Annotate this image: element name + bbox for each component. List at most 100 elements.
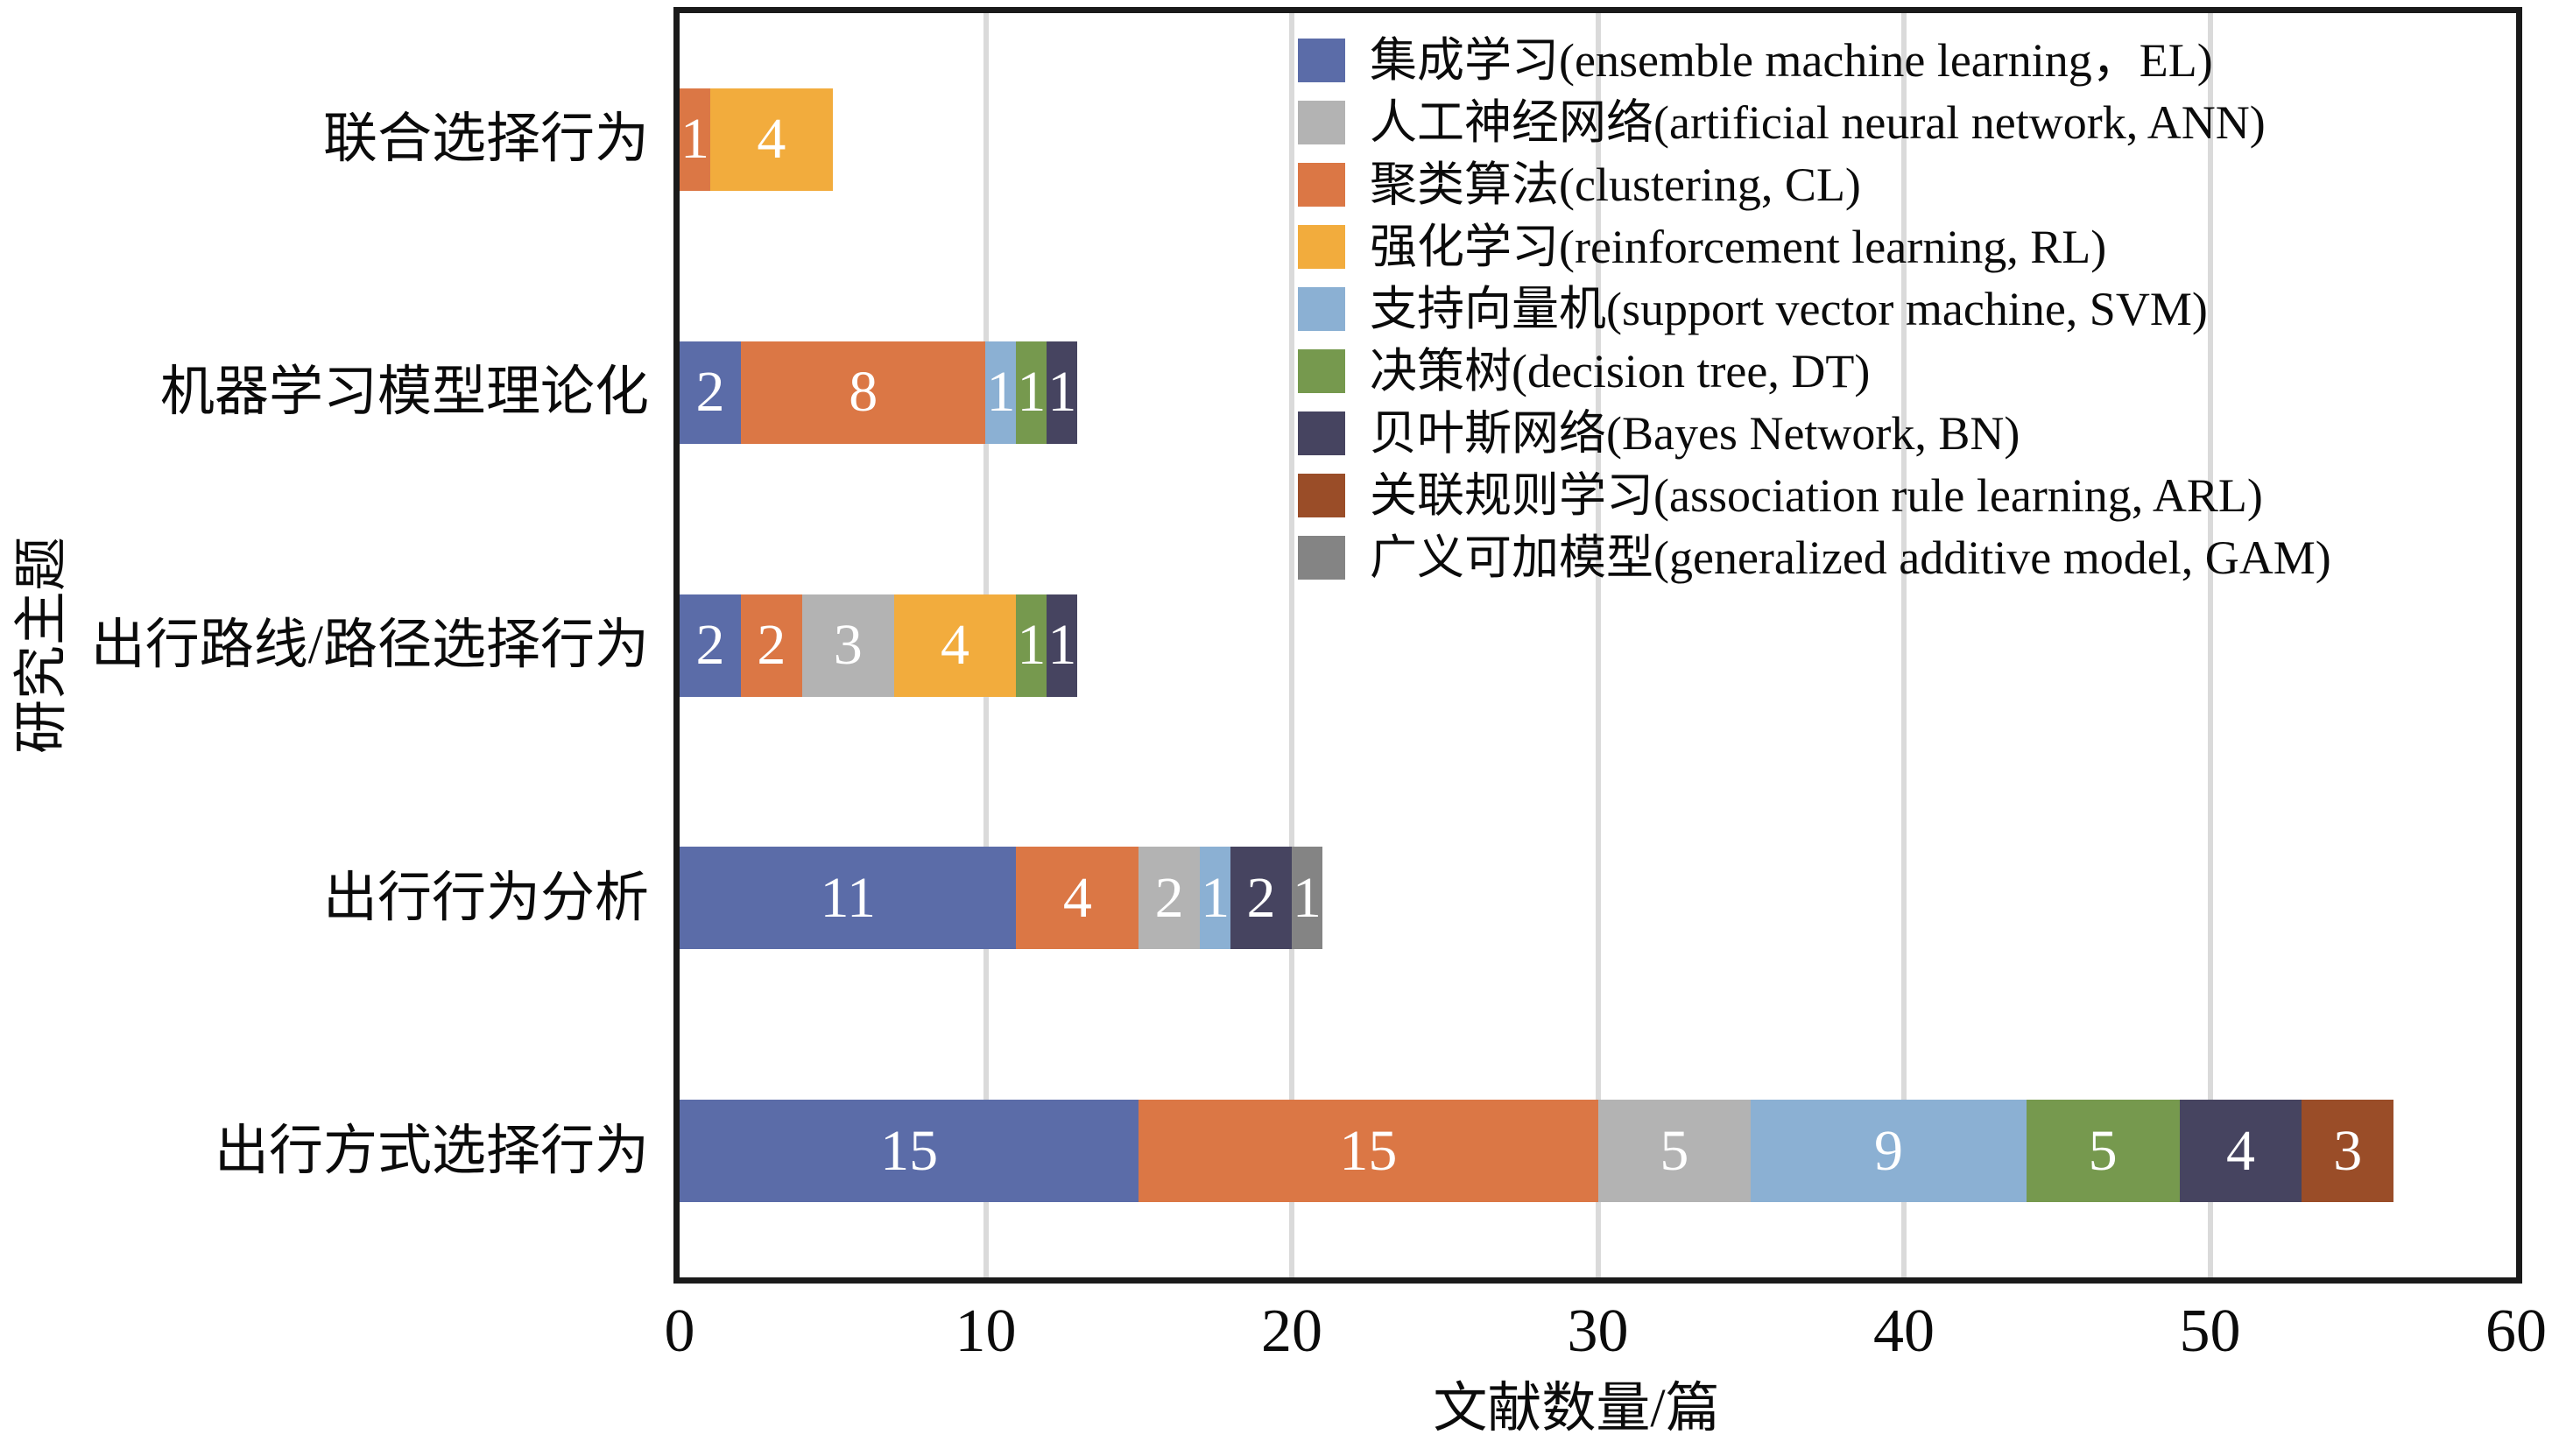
legend-item: 集成学习(ensemble machine learning，EL)	[1298, 29, 2331, 91]
bar-segment: 3	[2302, 1100, 2394, 1203]
bar-value-label: 15	[1339, 1118, 1398, 1183]
bar-segment: 2	[1139, 847, 1201, 950]
legend-label: 强化学习(reinforcement learning, RL)	[1370, 220, 2107, 273]
bar-segment: 4	[893, 594, 1017, 697]
bar-segment: 11	[680, 847, 1017, 950]
bar-value-label: 9	[1874, 1118, 1904, 1183]
bar-value-label: 15	[880, 1118, 939, 1183]
bar-segment: 5	[2026, 1100, 2180, 1203]
bar-segment: 1	[985, 341, 1017, 444]
x-tick-label: 30	[1567, 1298, 1629, 1365]
legend-label: 聚类算法(clustering, CL)	[1370, 158, 1861, 211]
bar-value-label: 8	[849, 360, 878, 425]
bar-value-label: 1	[1047, 613, 1077, 677]
bar-value-label: 5	[1660, 1118, 1689, 1183]
gridline-20	[1289, 13, 1294, 1277]
legend-swatch	[1298, 162, 1345, 207]
x-tick-label: 10	[955, 1298, 1017, 1365]
bar-value-label: 2	[695, 613, 725, 677]
legend-label: 贝叶斯网络(Bayes Network, BN)	[1370, 406, 2020, 460]
category-label: 出行行为分析	[322, 868, 649, 928]
legend-item: 广义可加模型(generalized additive model, GAM)	[1298, 526, 2331, 588]
bar-value-label: 1	[680, 107, 709, 172]
legend: 集成学习(ensemble machine learning，EL) 人工神经网络…	[1298, 29, 2331, 588]
bar-value-label: 5	[2088, 1118, 2118, 1183]
bar-value-label: 2	[1154, 865, 1184, 930]
legend-item: 贝叶斯网络(Bayes Network, BN)	[1298, 402, 2331, 464]
legend-swatch	[1298, 411, 1345, 455]
bar-value-label: 3	[2333, 1118, 2363, 1183]
bar-segment: 1	[1016, 594, 1047, 697]
legend-swatch	[1298, 473, 1345, 517]
legend-item: 强化学习(reinforcement learning, RL)	[1298, 215, 2331, 278]
bar-segment: 2	[680, 341, 741, 444]
legend-item: 决策树(decision tree, DT)	[1298, 340, 2331, 402]
bar-value-label: 4	[757, 107, 786, 172]
legend-item: 支持向量机(support vector machine, SVM)	[1298, 278, 2331, 340]
legend-swatch	[1298, 100, 1345, 144]
bar-value-label: 1	[1201, 865, 1230, 930]
category-label: 出行路线/路径选择行为	[90, 615, 649, 675]
x-tick-label: 20	[1261, 1298, 1322, 1365]
bar-segment: 4	[709, 88, 833, 191]
bar-value-label: 1	[986, 360, 1016, 425]
bar-value-label: 4	[2225, 1118, 2255, 1183]
legend-swatch	[1298, 224, 1345, 269]
bar-row: 11 4 2 1 2 1	[680, 847, 1322, 950]
bar-segment: 4	[1016, 847, 1139, 950]
bar-value-label: 2	[1246, 865, 1276, 930]
bar-segment: 2	[680, 594, 741, 697]
category-label: 联合选择行为	[322, 109, 649, 170]
category-label: 机器学习模型理论化	[159, 362, 649, 423]
legend-swatch	[1298, 348, 1345, 393]
bar-value-label: 3	[833, 613, 863, 677]
legend-swatch	[1298, 535, 1345, 580]
x-tick-label: 0	[664, 1298, 695, 1365]
bar-segment: 2	[740, 594, 802, 697]
bar-value-label: 1	[1047, 360, 1077, 425]
x-tick-label: 40	[1873, 1298, 1935, 1365]
legend-item: 关联规则学习(association rule learning, ARL)	[1298, 464, 2331, 526]
x-tick-label: 50	[2179, 1298, 2241, 1365]
bar-value-label: 4	[1062, 865, 1092, 930]
gridline-40	[1901, 13, 1907, 1277]
bar-segment: 15	[680, 1100, 1139, 1203]
bar-value-label: 2	[757, 613, 786, 677]
bar-segment: 2	[1230, 847, 1292, 950]
bar-value-label: 2	[695, 360, 725, 425]
bar-segment: 8	[740, 341, 986, 444]
bar-value-label: 1	[1017, 613, 1047, 677]
bar-value-label: 1	[1017, 360, 1047, 425]
legend-label: 支持向量机(support vector machine, SVM)	[1370, 282, 2208, 335]
category-label: 出行方式选择行为	[214, 1121, 649, 1181]
bar-segment: 1	[1047, 594, 1078, 697]
bar-segment: 1	[1016, 341, 1047, 444]
bar-value-label: 1	[1292, 865, 1322, 930]
plot-area: 1 4 2 8 1 1 1 2 2 3 4 1 1 11 4 2 1 2 1 15 15 5 9 5 4 3	[673, 7, 2522, 1284]
bar-segment: 4	[2179, 1100, 2302, 1203]
bar-segment: 3	[801, 594, 894, 697]
bar-segment: 1	[1047, 341, 1078, 444]
gridline-50	[2207, 13, 2213, 1277]
bar-value-label: 4	[941, 613, 970, 677]
x-axis-title: 文献数量/篇	[1433, 1379, 1720, 1438]
legend-label: 人工神经网络(artificial neural network, ANN)	[1370, 95, 2266, 149]
legend-item: 人工神经网络(artificial neural network, ANN)	[1298, 91, 2331, 153]
x-tick-label: 60	[2485, 1298, 2547, 1365]
bar-segment: 1	[680, 88, 710, 191]
bar-segment: 1	[1200, 847, 1231, 950]
legend-label: 集成学习(ensemble machine learning，EL)	[1370, 33, 2213, 87]
y-axis-title: 研究主题	[12, 536, 72, 755]
legend-swatch	[1298, 38, 1345, 82]
bar-segment: 9	[1751, 1100, 2027, 1203]
bar-value-label: 11	[820, 865, 876, 930]
legend-item: 聚类算法(clustering, CL)	[1298, 153, 2331, 215]
bar-segment: 1	[1291, 847, 1322, 950]
legend-label: 决策树(decision tree, DT)	[1370, 344, 1871, 397]
legend-swatch	[1298, 286, 1345, 331]
bar-row: 15 15 5 9 5 4 3	[680, 1100, 2394, 1203]
legend-label: 广义可加模型(generalized additive model, GAM)	[1370, 531, 2331, 584]
